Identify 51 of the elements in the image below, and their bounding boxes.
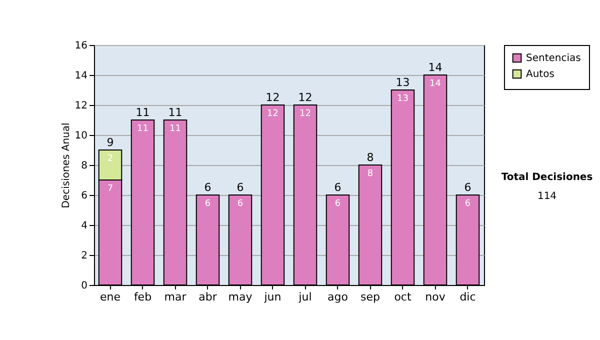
x-tick-label: dic <box>460 290 476 304</box>
data-label: 7 <box>107 184 114 194</box>
total-label: 13 <box>396 76 410 89</box>
total-label: 11 <box>136 106 150 119</box>
y-tick-label: 0 <box>81 280 88 292</box>
data-label: 12 <box>300 109 311 119</box>
x-tick-label: ene <box>100 290 121 304</box>
text: 114 <box>536 191 558 202</box>
y-axis-title: Decisiones Anual <box>60 122 72 208</box>
legend-label: Sentencias <box>526 53 581 64</box>
x-tick-label: jul <box>298 290 312 304</box>
total-label: 8 <box>366 151 374 164</box>
total-label: 6 <box>204 181 212 194</box>
y-tick-label: 4 <box>81 220 88 232</box>
total-label: 6 <box>236 181 244 194</box>
data-label: 6 <box>237 199 244 209</box>
data-label: 11 <box>137 124 148 134</box>
y-tick-label: 14 <box>74 70 88 82</box>
x-tick-label: may <box>228 290 253 304</box>
total-label: 9 <box>106 136 114 149</box>
y-tick-label: 8 <box>81 160 88 172</box>
x-tick-label: jun <box>263 290 282 304</box>
data-label: 12 <box>267 109 278 119</box>
data-label: 11 <box>170 124 181 134</box>
y-tick-label: 6 <box>81 190 88 202</box>
total-label: 12 <box>298 91 312 104</box>
x-tick-label: oct <box>394 290 412 304</box>
x-tick-label: nov <box>425 290 446 304</box>
text: Total Decisiones <box>500 172 594 183</box>
data-label: 13 <box>397 94 408 104</box>
data-label: 6 <box>464 199 471 209</box>
total-label: 6 <box>464 181 472 194</box>
legend-label: Autos <box>526 69 554 80</box>
y-tick-label: 10 <box>74 130 88 142</box>
total-label: 11 <box>168 106 182 119</box>
x-tick-label: feb <box>134 290 152 304</box>
total-label: 6 <box>334 181 342 194</box>
x-tick-label: mar <box>164 290 187 304</box>
total-label: 14 <box>428 61 442 74</box>
x-tick-label: ago <box>328 290 348 304</box>
x-tick-label: sep <box>360 290 380 304</box>
total-label: 12 <box>266 91 280 104</box>
data-label: 8 <box>367 169 374 179</box>
data-label: 14 <box>430 79 442 89</box>
data-label: 6 <box>204 199 211 209</box>
x-tick-label: abr <box>198 290 218 304</box>
y-tick-label: 16 <box>74 40 88 52</box>
y-tick-label: 2 <box>81 250 88 262</box>
data-label: 6 <box>334 199 341 209</box>
data-label: 2 <box>107 154 114 164</box>
y-tick-label: 12 <box>74 100 88 112</box>
